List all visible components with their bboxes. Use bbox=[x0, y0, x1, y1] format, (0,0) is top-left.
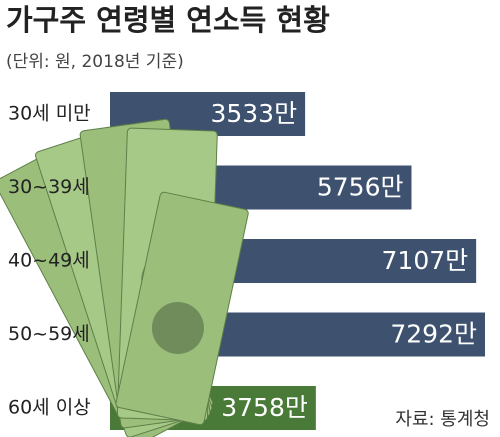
value-label: 7292만 bbox=[390, 320, 477, 349]
labels: 3533만 30세 미만 5756만 30~39세 7107만 40~49세 7292만 50… bbox=[8, 99, 477, 422]
chart-title: 가구주 연령별 연소득 현황 bbox=[6, 3, 330, 37]
value-label: 3758만 bbox=[221, 393, 308, 422]
category-label: 40~49세 bbox=[8, 250, 90, 272]
source: 자료: 통계청 bbox=[395, 409, 490, 430]
category-label: 30~39세 bbox=[8, 176, 90, 198]
money-illustration bbox=[0, 118, 249, 437]
value-label: 3533만 bbox=[210, 99, 297, 128]
chart-subtitle: (단위: 원, 2018년 기준) bbox=[6, 52, 184, 72]
category-label: 50~59세 bbox=[8, 323, 90, 345]
category-label: 30세 미만 bbox=[8, 103, 91, 125]
value-label: 5756만 bbox=[317, 173, 404, 202]
category-label: 60세 이상 bbox=[8, 397, 91, 419]
value-label: 7107만 bbox=[382, 246, 469, 275]
